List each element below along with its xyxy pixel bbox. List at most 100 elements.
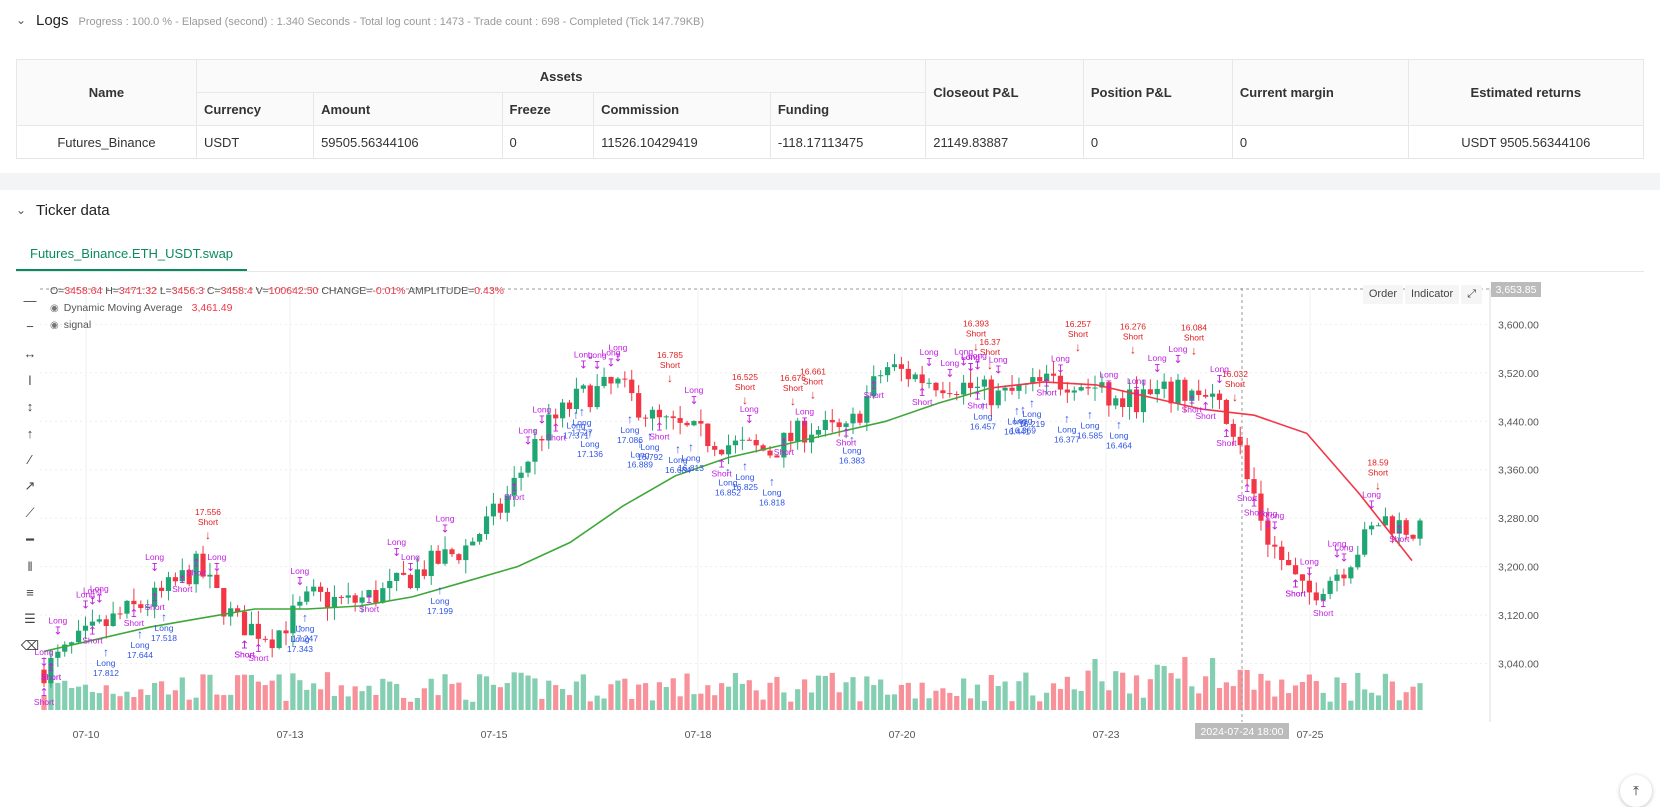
signal-label: Short [912, 397, 933, 407]
eye-icon[interactable]: ◉ [50, 319, 59, 331]
back-to-top-button[interactable]: ⤒ [1620, 775, 1652, 807]
text-icon[interactable]: ☰ [24, 611, 36, 627]
candle-body [1133, 389, 1140, 413]
signal-label: Short [144, 602, 165, 612]
volume-bar [705, 685, 711, 710]
short-label: Short [1184, 333, 1205, 343]
volume-bar [1244, 670, 1250, 710]
trend-line-icon[interactable]: ∕ [28, 452, 32, 468]
volume-bar [359, 691, 365, 710]
indicator-row-dma[interactable]: ◉ Dynamic Moving Average 3,461.49 [50, 302, 232, 314]
candle-body [1085, 387, 1091, 389]
horizontal-ray-icon[interactable]: − [26, 319, 34, 335]
chart-area[interactable]: 3,040.00 3,120.00 3,200.00 3,280.00 3,360.00… [0, 282, 1660, 807]
long-price-label: 16.369 [1010, 426, 1036, 436]
signal-label: Short [1195, 411, 1216, 421]
volume-bar [366, 685, 372, 710]
signal-label: Long [35, 647, 54, 657]
volume-bar [435, 695, 441, 710]
signal-down-arrow-icon: ↧ [392, 547, 401, 559]
tab-eth-usdt-swap[interactable]: Futures_Binance.ETH_USDT.swap [16, 238, 248, 271]
price-line-icon[interactable]: ━ [26, 531, 34, 547]
signal-label: Long [1210, 364, 1229, 374]
volume-bar [1223, 682, 1229, 710]
candlestick-chart[interactable]: 3,040.00 3,120.00 3,200.00 3,280.00 3,360.00… [0, 282, 1660, 807]
volume-bar [1002, 681, 1008, 710]
candle-body [677, 418, 683, 423]
logs-header[interactable]: ⌄ Logs Progress : 100.0 % - Elapsed (sec… [16, 12, 704, 29]
candle-body [165, 577, 172, 591]
signal-label: Long [961, 352, 980, 362]
candle-body [1196, 390, 1202, 395]
candle-body [511, 477, 517, 496]
candle-body [241, 611, 248, 636]
vertical-line-icon[interactable]: ǀ [28, 372, 32, 388]
candle-body [338, 596, 344, 598]
long-arrow-icon: ↑ [675, 442, 681, 456]
horizontal-line-icon[interactable]: — [23, 292, 37, 308]
signal-up-arrow-icon: ↥ [1201, 401, 1210, 413]
y-tick-label: 3,440.00 [1498, 416, 1539, 428]
change-value: -0.01% [372, 285, 406, 297]
cell-closeout-pnl: 21149.83887 [925, 125, 1084, 159]
eye-icon[interactable]: ◉ [50, 302, 59, 314]
parallel-channel-icon[interactable]: ‖ [27, 558, 33, 574]
signal-label: Short [1389, 534, 1410, 544]
indicator-button[interactable]: Indicator [1404, 285, 1460, 304]
candle-body [774, 455, 780, 458]
indicator-row-signal[interactable]: ◉ signal [50, 319, 91, 331]
candle-body [767, 450, 773, 456]
extended-line-icon[interactable]: ↔ [23, 345, 37, 361]
chevron-down-icon[interactable]: ⌄ [16, 203, 27, 217]
signal-label: Long [588, 350, 607, 360]
candle-body [684, 422, 690, 426]
order-button[interactable]: Order [1362, 285, 1403, 304]
long-arrow-icon: ↑ [769, 474, 775, 488]
signal-down-arrow-icon: ↧ [1339, 552, 1348, 564]
volume-bar [241, 674, 248, 710]
signal-down-arrow-icon: ↧ [150, 562, 159, 574]
volume-bar [1403, 692, 1409, 710]
candle-body [822, 419, 828, 431]
candle-body [1244, 445, 1250, 480]
col-position-pnl: Position P&L [1082, 59, 1233, 126]
long-label: Long [1014, 416, 1033, 426]
volume-bar [760, 699, 766, 710]
volume-bar [421, 688, 427, 710]
candle-body [352, 595, 358, 603]
volume-bar [1286, 693, 1292, 710]
volume-bar [829, 672, 835, 710]
segment-line-icon[interactable]: ⟋ [25, 505, 35, 521]
candle-body [912, 374, 918, 380]
fibonacci-icon[interactable]: ≡ [26, 585, 34, 601]
signal-down-arrow-icon: ↧ [537, 414, 546, 426]
volume-bar [746, 680, 752, 710]
col-freeze: Freeze [501, 92, 595, 126]
candle-body [435, 550, 441, 564]
vertical-ray-icon[interactable]: ↑ [26, 425, 34, 441]
vertical-segment-icon[interactable]: ↕ [26, 399, 34, 415]
volume-bar [1147, 679, 1153, 710]
signal-label: Short [172, 584, 193, 594]
candle-body [248, 623, 255, 636]
ticker-header[interactable]: ⌄ Ticker data [16, 202, 110, 219]
long-label: Long [1008, 416, 1027, 426]
long-arrow-icon: ↑ [1029, 396, 1035, 410]
signal-up-arrow-icon: ↥ [39, 687, 48, 699]
candle-body [463, 545, 469, 561]
fullscreen-icon[interactable]: ⤢ [1461, 285, 1482, 304]
ray-line-icon[interactable]: ↗ [24, 478, 36, 494]
candle-body [89, 621, 96, 626]
trash-icon[interactable]: ⌫ [20, 638, 40, 654]
volume-bar [1126, 693, 1133, 710]
moving-average-line-up [43, 387, 992, 653]
chevron-down-icon[interactable]: ⌄ [16, 13, 27, 27]
signal-label: Short [1285, 588, 1306, 598]
signal-label: Short [1182, 405, 1203, 415]
candle-body [1251, 479, 1257, 494]
volume-bar [974, 684, 981, 710]
short-label: Short [1123, 331, 1144, 341]
signal-label: Long [1148, 353, 1167, 363]
cell-funding: -118.17113475 [769, 125, 927, 159]
candle-body [559, 402, 566, 419]
